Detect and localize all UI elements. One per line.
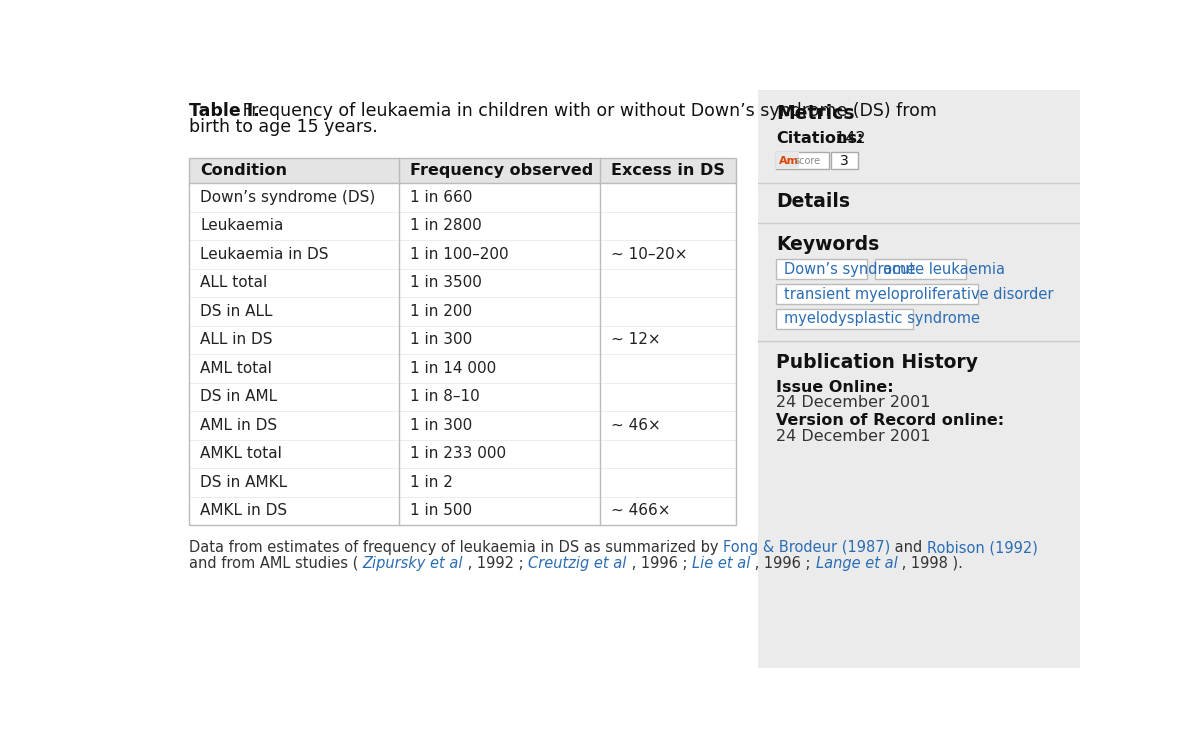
Text: 1 in 2: 1 in 2 [409, 475, 452, 490]
Text: Version of Record online:: Version of Record online: [776, 413, 1004, 428]
Text: Am: Am [779, 156, 799, 166]
Bar [190, 326, 736, 354]
Bar [776, 152, 799, 170]
Text: ~ 46×: ~ 46× [611, 418, 661, 433]
Text: AMKL total: AMKL total [200, 446, 282, 461]
Text: Details: Details [776, 193, 851, 211]
Text: 1 in 300: 1 in 300 [409, 332, 472, 347]
Text: ~ 10–20×: ~ 10–20× [611, 247, 688, 262]
Text: Robison (1992): Robison (1992) [928, 541, 1038, 556]
Text: Data from estimates of frequency of leukaemia in DS as summarized by: Data from estimates of frequency of leuk… [188, 541, 722, 556]
Text: Citations:: Citations: [776, 130, 864, 146]
Text: Down’s syndrome: Down’s syndrome [784, 262, 916, 277]
Text: 3: 3 [840, 154, 848, 168]
Text: 1 in 8–10: 1 in 8–10 [409, 389, 479, 404]
Text: DS in AMKL: DS in AMKL [200, 475, 288, 490]
Text: and: and [890, 541, 928, 556]
Bar [776, 260, 868, 280]
Bar [190, 468, 736, 496]
Text: 1 in 200: 1 in 200 [409, 304, 472, 319]
Text: AMKL in DS: AMKL in DS [200, 503, 288, 518]
Bar [776, 309, 913, 328]
Text: 1 in 100–200: 1 in 100–200 [409, 247, 509, 262]
Bar [875, 260, 966, 280]
Text: AML total: AML total [200, 361, 272, 376]
Text: Issue Online:: Issue Online: [776, 380, 894, 394]
Text: ALL total: ALL total [200, 275, 268, 290]
Bar [190, 411, 736, 440]
Text: 1 in 2800: 1 in 2800 [409, 218, 481, 233]
Text: Publication History: Publication History [776, 352, 978, 371]
Bar [188, 158, 736, 525]
Text: Lange et al: Lange et al [816, 556, 898, 571]
Bar [190, 268, 736, 297]
Text: 142: 142 [830, 130, 866, 146]
Text: Keywords: Keywords [776, 235, 880, 254]
Text: , 1996 ;: , 1996 ; [750, 556, 816, 571]
Text: 1 in 300: 1 in 300 [409, 418, 472, 433]
Bar [190, 240, 736, 268]
Text: , 1992 ;: , 1992 ; [463, 556, 528, 571]
Text: birth to age 15 years.: birth to age 15 years. [188, 118, 378, 136]
Text: 24 December 2001: 24 December 2001 [776, 395, 931, 410]
Text: AML in DS: AML in DS [200, 418, 277, 433]
Text: DS in AML: DS in AML [200, 389, 277, 404]
Text: ~ 466×: ~ 466× [611, 503, 671, 518]
Text: Down’s syndrome (DS): Down’s syndrome (DS) [200, 190, 376, 205]
Text: ALL in DS: ALL in DS [200, 332, 272, 347]
Text: Creutzig et al: Creutzig et al [528, 556, 626, 571]
Text: Frequency observed: Frequency observed [409, 163, 593, 178]
Bar [190, 440, 736, 468]
Bar [776, 152, 829, 170]
Text: Condition: Condition [200, 163, 287, 178]
Bar [188, 158, 736, 183]
Text: 1 in 660: 1 in 660 [409, 190, 472, 205]
Text: acute leukaemia: acute leukaemia [883, 262, 1004, 277]
Bar [190, 297, 736, 326]
Text: 24 December 2001: 24 December 2001 [776, 429, 931, 444]
Text: 1 in 500: 1 in 500 [409, 503, 472, 518]
Text: ~ 12×: ~ 12× [611, 332, 661, 347]
Bar [190, 496, 736, 525]
Text: Frequency of leukaemia in children with or without Down’s syndrome (DS) from: Frequency of leukaemia in children with … [236, 101, 937, 119]
Text: Lie et al: Lie et al [692, 556, 750, 571]
Bar [832, 152, 858, 170]
Text: transient myeloproliferative disorder: transient myeloproliferative disorder [784, 286, 1054, 302]
Text: Excess in DS: Excess in DS [611, 163, 725, 178]
Text: Leukaemia: Leukaemia [200, 218, 283, 233]
Text: , 1998 ).: , 1998 ). [898, 556, 964, 571]
Text: 1 in 233 000: 1 in 233 000 [409, 446, 505, 461]
Bar [190, 354, 736, 382]
Text: Metrics: Metrics [776, 104, 854, 123]
Bar [757, 90, 1080, 668]
Text: and from AML studies (: and from AML studies ( [188, 556, 362, 571]
Text: myelodysplastic syndrome: myelodysplastic syndrome [784, 311, 980, 326]
Text: Table I.: Table I. [188, 101, 259, 119]
Text: 1 in 3500: 1 in 3500 [409, 275, 481, 290]
Text: Fong & Brodeur (1987): Fong & Brodeur (1987) [722, 541, 890, 556]
Text: DS in ALL: DS in ALL [200, 304, 272, 319]
Text: score: score [794, 156, 821, 166]
Bar [190, 211, 736, 240]
Bar [776, 284, 978, 304]
Text: , 1996 ;: , 1996 ; [626, 556, 692, 571]
Bar [190, 183, 736, 211]
Text: 1 in 14 000: 1 in 14 000 [409, 361, 496, 376]
Text: Leukaemia in DS: Leukaemia in DS [200, 247, 329, 262]
Text: Zipursky et al: Zipursky et al [362, 556, 463, 571]
Bar [190, 382, 736, 411]
